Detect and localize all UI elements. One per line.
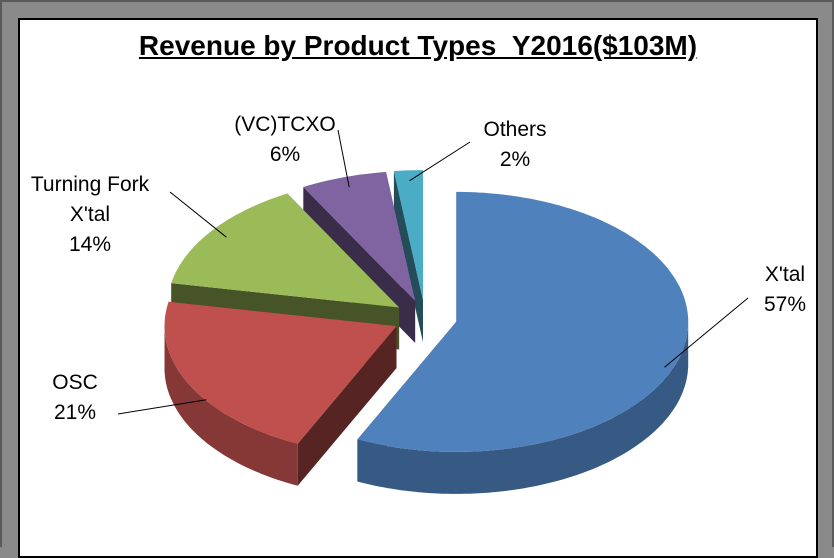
slice-top	[357, 191, 689, 452]
value-label: 2%	[499, 148, 531, 171]
slice-side	[393, 171, 423, 343]
slice-top	[303, 172, 416, 301]
slice-top	[171, 193, 400, 308]
slice-side	[297, 326, 397, 486]
slice	[164, 301, 397, 486]
data-label: Turning Fork X'tal 14%	[15, 170, 165, 260]
data-label: (VC)TCXO 6%	[234, 110, 336, 170]
leader-line	[664, 297, 749, 368]
slice-top	[164, 301, 397, 444]
slice-wall	[164, 326, 298, 486]
leader-line	[117, 399, 207, 415]
leader-line	[337, 129, 350, 188]
slice-top	[393, 170, 423, 301]
slice-wall	[357, 321, 689, 494]
category-label: Others	[483, 118, 547, 141]
leader-line	[409, 141, 471, 182]
data-label: OSC 21%	[52, 368, 98, 428]
slice	[357, 191, 689, 494]
slice	[393, 170, 423, 343]
value-label: 6%	[269, 143, 301, 166]
chart-title: Revenue by Product Types_Y2016($103M)	[138, 30, 698, 61]
value-label: 21%	[53, 401, 97, 424]
category-label: (VC)TCXO	[234, 113, 336, 136]
data-label: Others 2%	[483, 115, 546, 175]
data-label: X'tal 57%	[764, 260, 806, 320]
category-label: X'tal	[764, 263, 806, 286]
leader-line	[169, 191, 227, 238]
category-label: Turning Fork X'tal	[30, 173, 150, 226]
value-label: 57%	[763, 293, 807, 316]
category-label: OSC	[52, 371, 98, 394]
value-label: 14%	[68, 233, 112, 256]
